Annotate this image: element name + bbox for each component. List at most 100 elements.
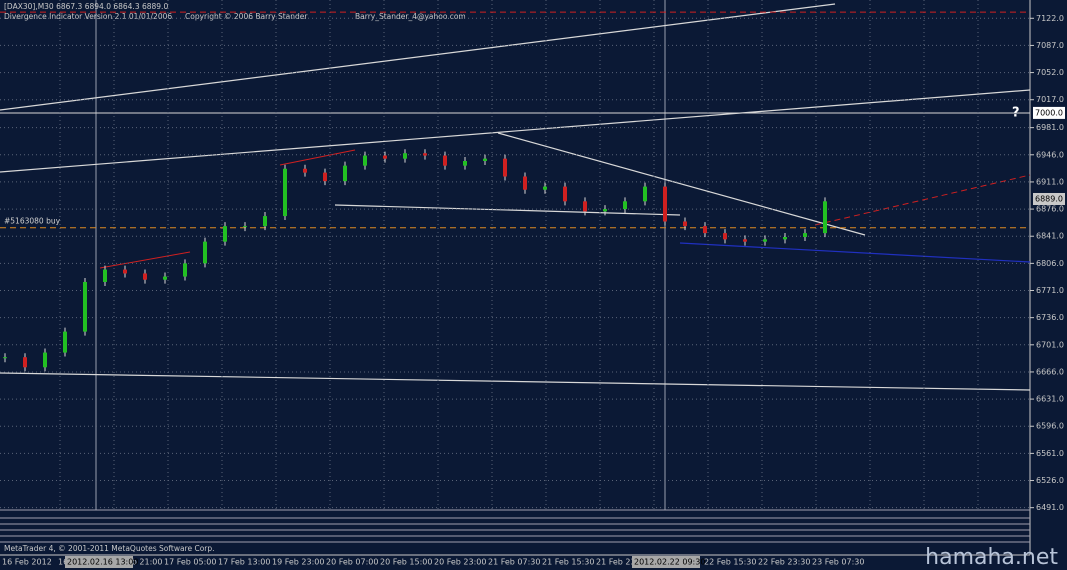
candle-body [3, 357, 7, 359]
watermark: hamaha.net [925, 545, 1058, 570]
email: Barry_Stander_4@yahoo.com [355, 12, 466, 21]
y-tick-label: 7052.0 [1036, 68, 1064, 77]
candle-body [743, 239, 747, 242]
candle-body [303, 168, 307, 173]
crosshair-label-bg [65, 556, 133, 568]
y-tick-label: 6701.0 [1036, 340, 1064, 349]
x-tick-label: 20 Feb 15:00 [380, 558, 432, 567]
y-tick-label: 6841.0 [1036, 232, 1064, 241]
symbol-line: [DAX30],M30 6867.3 6894.0 6864.3 6889.0 [4, 2, 168, 11]
y-tick-label: 6596.0 [1036, 422, 1064, 431]
candle-body [243, 226, 247, 228]
candle-body [803, 233, 807, 237]
candle-body [583, 201, 587, 212]
y-tick-label: 6946.0 [1036, 150, 1064, 159]
y-tick-label: 6561.0 [1036, 449, 1064, 458]
price-box [1033, 192, 1065, 205]
candle-body [703, 226, 707, 234]
platform: MetaTrader 4, © 2001-2011 MetaQuotes Sof… [4, 544, 215, 553]
candle-body [323, 172, 327, 182]
x-tick-label: 20 Feb 07:00 [326, 558, 378, 567]
candle-body [763, 239, 767, 242]
trend-line [679, 242, 1031, 263]
candle-body [623, 201, 627, 210]
divergence-line [279, 149, 356, 166]
trend-line [334, 204, 681, 216]
candle-body [223, 226, 227, 242]
candle-body [263, 216, 267, 227]
candle-body [183, 263, 187, 277]
x-tick-label: 23 Feb 07:30 [812, 558, 864, 567]
y-tick-label: 6876.0 [1036, 205, 1064, 214]
trend-line [0, 3, 836, 111]
price-box [1033, 106, 1065, 119]
y-tick-label: 6526.0 [1036, 476, 1064, 485]
y-tick-label: 6911.0 [1036, 177, 1064, 186]
candle-body [43, 352, 47, 368]
marker: ? [1012, 105, 1020, 120]
x-tick-label: 21 Feb 07:30 [488, 558, 540, 567]
trend-line [0, 372, 1031, 391]
candle-body [423, 153, 427, 156]
candle-body [143, 273, 147, 280]
y-tick-label: 6771.0 [1036, 286, 1064, 295]
x-tick-label: 22 Feb 23:30 [758, 558, 810, 567]
y-tick-label: 6981.0 [1036, 123, 1064, 132]
candle-body [443, 155, 447, 166]
y-tick-label: 6666.0 [1036, 367, 1064, 376]
candle-body [403, 153, 407, 159]
x-tick-label: 20 Feb 23:00 [434, 558, 486, 567]
candle-body [483, 158, 487, 161]
x-tick-label: 21 Feb 23:30 [596, 558, 648, 567]
x-tick-label: 16 [58, 558, 68, 567]
price-box-label: 6889.0 [1035, 194, 1063, 203]
y-tick-label: 6491.0 [1036, 503, 1064, 512]
level-label: #5163080 buy [4, 217, 61, 226]
x-tick-label: 21 Feb 15:30 [542, 558, 594, 567]
trend-line [497, 132, 866, 236]
crosshair-label-bg [632, 556, 700, 568]
candle-body [463, 160, 467, 166]
candle-body [103, 269, 107, 282]
candle-body [363, 155, 367, 166]
candle-body [123, 269, 127, 274]
indicator-name: Divergence Indicator Version 2.1 01/01/2… [4, 12, 172, 21]
crosshair-label: 2012.02.16 13:00 [67, 558, 138, 567]
x-tick-label: 17 Feb 13:00 [218, 558, 270, 567]
x-tick-label: 16 Feb 21:00 [110, 558, 162, 567]
y-tick-label: 7087.0 [1036, 41, 1064, 50]
candle-body [83, 281, 87, 332]
candle-body [543, 186, 547, 190]
candle-body [823, 201, 827, 234]
candle-body [603, 209, 607, 212]
candle-body [663, 186, 667, 222]
y-tick-label: 6631.0 [1036, 395, 1064, 404]
candle-body [63, 331, 67, 353]
divergence-line [99, 251, 191, 269]
candle-body [523, 176, 527, 190]
x-tick-label: 19 Feb 23:00 [272, 558, 324, 567]
x-tick-label: 22 Feb 15:30 [704, 558, 756, 567]
candle-body [203, 241, 207, 264]
candle-body [163, 276, 167, 280]
indicator-panel [0, 509, 1030, 543]
crosshair-label: 2012.02.22 09:30 [634, 558, 705, 567]
trend-line [814, 174, 1031, 226]
x-tick-label: 16 Feb 2012 [2, 558, 52, 567]
candle-body [343, 165, 347, 182]
candle-body [23, 357, 27, 368]
x-tick-label: 17 Feb 05:00 [164, 558, 216, 567]
trend-line [0, 89, 1031, 173]
y-tick-label: 6806.0 [1036, 259, 1064, 268]
candle-body [503, 158, 507, 177]
price-box-label: 7000.0 [1035, 108, 1063, 117]
candle-body [783, 236, 787, 240]
candle-body [383, 155, 387, 159]
candle-body [643, 186, 647, 202]
candle-body [723, 233, 727, 240]
y-tick-label: 6736.0 [1036, 313, 1064, 322]
trend-lines [0, 3, 1031, 391]
candle-body [563, 186, 567, 202]
